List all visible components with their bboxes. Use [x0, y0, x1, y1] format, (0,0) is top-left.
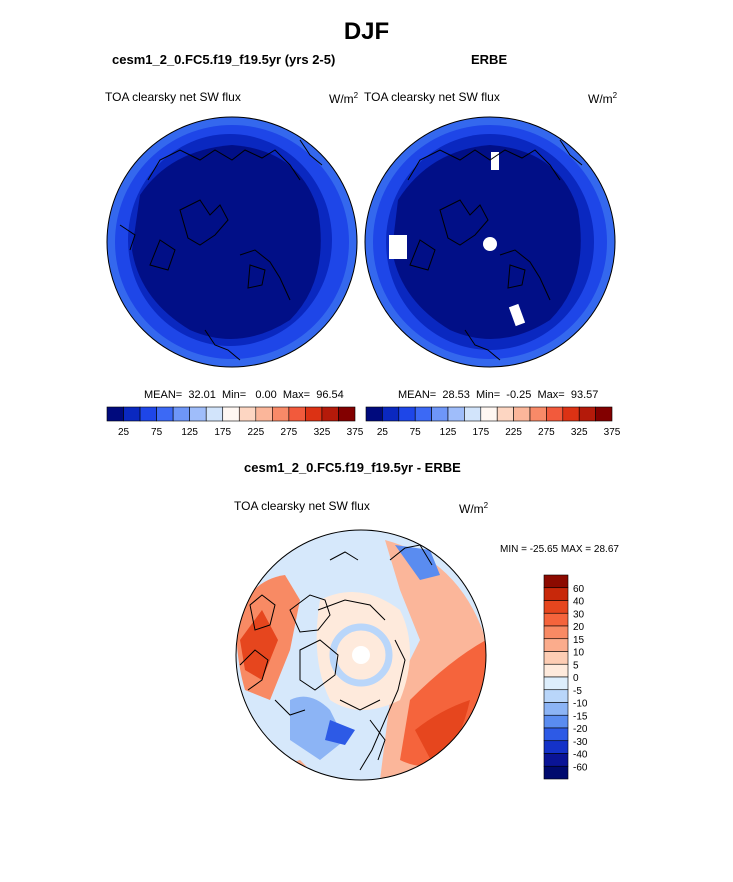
colorbar-swatch	[543, 587, 569, 601]
colorbar-tick-label: 225	[247, 427, 264, 438]
colorbar-swatch	[543, 663, 569, 678]
colorbar-swatch	[238, 406, 257, 422]
colorbar-swatch	[272, 406, 290, 422]
diff-units-label: W/m2	[459, 501, 489, 516]
diff-map	[235, 529, 487, 781]
colorbar-swatch	[123, 406, 141, 422]
colorbar-tick-label: 125	[181, 427, 198, 438]
colorbar-swatch	[543, 651, 569, 665]
colorbar-tick-label: 275	[538, 427, 555, 438]
colorbar-tick-label: -5	[573, 686, 582, 697]
colorbar-swatch	[543, 702, 569, 716]
colorbar-tick-label: 325	[571, 427, 588, 438]
model-stats: MEAN= 32.01 Min= 0.00 Max= 96.54	[144, 389, 344, 401]
colorbar-tick-label: 375	[604, 427, 621, 438]
colorbar-swatch	[205, 406, 224, 422]
obs-case-title: ERBE	[471, 52, 508, 67]
colorbar-swatch	[562, 406, 580, 422]
colorbar-tick-label: -20	[573, 724, 588, 735]
colorbar-swatch	[222, 406, 240, 422]
obs-map	[364, 116, 616, 368]
colorbar-swatch	[338, 406, 356, 422]
colorbar-tick-label: 175	[472, 427, 489, 438]
colorbar-swatch	[480, 406, 498, 422]
colorbar-tick-label: 25	[118, 427, 130, 438]
colorbar-swatch	[529, 406, 547, 422]
colorbar-swatch	[431, 406, 449, 422]
colorbar-swatch	[464, 406, 482, 422]
colorbar-swatch	[288, 406, 306, 422]
colorbar-tick-label: 30	[573, 609, 585, 620]
colorbar-swatch	[255, 406, 273, 422]
colorbar-swatch	[321, 406, 339, 422]
colorbar-swatch	[305, 406, 323, 422]
colorbar-swatch	[414, 406, 432, 422]
colorbar-swatch	[156, 406, 174, 422]
colorbar-tick-label: 5	[573, 660, 579, 671]
colorbar-tick-label: 275	[281, 427, 298, 438]
colorbar-swatch	[543, 765, 569, 780]
colorbar-swatch	[543, 574, 569, 589]
diff-variable-label: TOA clearsky net SW flux	[234, 499, 370, 513]
colorbar-swatch	[546, 406, 564, 422]
colorbar-tick-label: 20	[573, 622, 585, 633]
season-title: DJF	[343, 18, 390, 45]
colorbar-swatch	[543, 714, 569, 729]
colorbar-tick-label: -40	[573, 750, 588, 761]
colorbar-swatch	[578, 406, 596, 422]
colorbar-tick-label: -10	[573, 699, 588, 710]
colorbar-swatch	[382, 406, 400, 422]
colorbar-tick-label: 40	[573, 597, 585, 608]
diff-minmax: MIN = -25.65 MAX = 28.67	[500, 544, 619, 555]
colorbar-swatch	[496, 406, 514, 422]
obs-stats: MEAN= 28.53 Min= -0.25 Max= 93.57	[398, 389, 599, 401]
colorbar-swatch	[543, 740, 569, 754]
colorbar-tick-label: 0	[573, 673, 579, 684]
model-variable-label: TOA clearsky net SW flux	[105, 90, 241, 104]
colorbar-tick-label: 75	[410, 427, 422, 438]
colorbar-tick-label: 15	[573, 635, 585, 646]
colorbar-swatch	[189, 406, 207, 422]
colorbar-swatch	[543, 727, 569, 742]
colorbar-swatch	[106, 406, 124, 422]
colorbar-tick-label: -60	[573, 762, 588, 773]
model-units-label: W/m2	[329, 91, 359, 106]
colorbar-tick-label: -15	[573, 711, 588, 722]
colorbar-tick-label: -30	[573, 737, 588, 748]
colorbar-tick-label: 225	[505, 427, 522, 438]
colorbar-swatch	[543, 600, 569, 614]
model-case-title: cesm1_2_0.FC5.f19_f19.5yr (yrs 2-5)	[112, 52, 336, 67]
colorbar-swatch	[543, 676, 569, 691]
colorbar-swatch	[543, 638, 569, 652]
obs-units-label: W/m2	[588, 91, 618, 106]
colorbar-swatch	[543, 625, 569, 640]
colorbar-swatch	[398, 406, 416, 422]
colorbar-swatch	[543, 753, 569, 767]
colorbar-tick-label: 25	[377, 427, 389, 438]
colorbar-tick-label: 375	[347, 427, 364, 438]
obs-colorbar: 25 75 125 175 225 275 325 375	[365, 406, 621, 438]
colorbar-tick-label: 75	[151, 427, 163, 438]
colorbar-swatch	[595, 406, 613, 422]
colorbar-tick-label: 125	[440, 427, 457, 438]
diff-case-title: cesm1_2_0.FC5.f19_f19.5yr - ERBE	[244, 460, 461, 475]
colorbar-swatch	[543, 689, 569, 703]
colorbar-tick-label: 325	[314, 427, 331, 438]
colorbar-tick-label: 175	[214, 427, 231, 438]
colorbar-tick-label: 60	[573, 584, 585, 595]
model-map	[106, 116, 358, 368]
colorbar-swatch	[543, 612, 569, 627]
obs-variable-label: TOA clearsky net SW flux	[364, 90, 500, 104]
model-colorbar: 25 75 125 175 225 275 325 375	[106, 406, 364, 438]
colorbar-swatch	[513, 406, 531, 422]
colorbar-swatch	[447, 406, 465, 422]
colorbar-swatch	[365, 406, 383, 422]
colorbar-swatch	[139, 406, 157, 422]
colorbar-swatch	[172, 406, 190, 422]
colorbar-tick-label: 10	[573, 648, 585, 659]
